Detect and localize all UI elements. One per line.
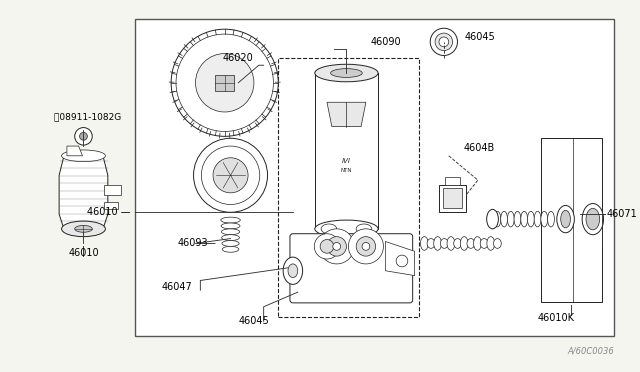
Circle shape (320, 240, 334, 253)
Ellipse shape (331, 69, 362, 77)
Bar (541, 138, 602, 302)
Circle shape (348, 229, 383, 264)
Polygon shape (67, 146, 83, 156)
Text: 46093: 46093 (177, 238, 208, 248)
Circle shape (327, 237, 346, 256)
Text: NTN: NTN (340, 168, 352, 173)
Ellipse shape (467, 238, 475, 248)
Ellipse shape (454, 238, 461, 248)
Circle shape (176, 34, 273, 131)
Ellipse shape (427, 238, 435, 248)
Circle shape (314, 234, 340, 259)
Bar (445, 177, 460, 185)
Ellipse shape (486, 209, 499, 229)
Ellipse shape (221, 217, 240, 223)
Ellipse shape (75, 225, 92, 232)
Circle shape (319, 229, 354, 264)
Ellipse shape (434, 237, 442, 250)
Bar (104, 185, 122, 195)
Ellipse shape (514, 211, 521, 227)
Ellipse shape (315, 64, 378, 82)
Ellipse shape (288, 264, 298, 278)
Circle shape (430, 28, 458, 55)
Ellipse shape (541, 211, 548, 227)
Bar (104, 202, 118, 209)
Ellipse shape (534, 211, 541, 227)
Text: 46045: 46045 (239, 316, 269, 326)
Bar (135, 19, 614, 336)
Bar (439, 185, 466, 212)
Ellipse shape (508, 211, 514, 227)
Ellipse shape (487, 237, 495, 250)
Circle shape (356, 237, 376, 256)
Ellipse shape (557, 205, 574, 233)
FancyBboxPatch shape (290, 234, 413, 303)
Ellipse shape (222, 241, 239, 246)
Text: 46047: 46047 (162, 282, 193, 292)
Text: A/60C0036: A/60C0036 (568, 346, 614, 356)
Ellipse shape (440, 238, 448, 248)
Ellipse shape (221, 223, 240, 229)
Ellipse shape (586, 208, 600, 230)
Ellipse shape (283, 257, 303, 284)
Bar (215, 75, 234, 90)
Circle shape (396, 255, 408, 267)
Text: 46020: 46020 (222, 54, 253, 63)
Ellipse shape (356, 224, 372, 234)
Ellipse shape (222, 246, 239, 252)
Polygon shape (385, 241, 415, 276)
Circle shape (439, 37, 449, 47)
Text: 46090: 46090 (370, 37, 401, 47)
Text: 46010 —: 46010 — (87, 207, 130, 217)
Circle shape (333, 243, 340, 250)
Ellipse shape (61, 150, 106, 162)
Ellipse shape (561, 210, 570, 228)
Ellipse shape (548, 211, 554, 227)
Circle shape (362, 243, 370, 250)
Ellipse shape (474, 237, 481, 250)
Ellipse shape (527, 211, 534, 227)
Bar (278, 58, 419, 317)
Bar (315, 73, 378, 229)
Ellipse shape (500, 211, 508, 227)
Ellipse shape (221, 229, 240, 235)
Ellipse shape (321, 224, 337, 234)
Polygon shape (327, 102, 366, 126)
Text: 46045: 46045 (464, 32, 495, 42)
Text: 46010K: 46010K (538, 314, 574, 324)
Text: 46010: 46010 (68, 248, 99, 258)
Ellipse shape (493, 238, 501, 248)
Ellipse shape (480, 238, 488, 248)
Ellipse shape (582, 203, 604, 235)
Circle shape (195, 54, 254, 112)
Ellipse shape (315, 220, 378, 238)
Text: IVI: IVI (342, 158, 351, 164)
Ellipse shape (447, 237, 455, 250)
Circle shape (193, 138, 268, 212)
Circle shape (79, 132, 88, 140)
Ellipse shape (521, 211, 527, 227)
Circle shape (213, 158, 248, 193)
Ellipse shape (494, 211, 501, 227)
Ellipse shape (420, 237, 428, 250)
Text: 4604B: 4604B (463, 143, 495, 153)
Ellipse shape (460, 237, 468, 250)
Polygon shape (59, 156, 108, 229)
Text: Ⓝ​08911-1082G: Ⓝ​08911-1082G (54, 112, 122, 121)
Circle shape (75, 128, 92, 145)
Text: 46071: 46071 (607, 209, 637, 219)
Circle shape (202, 146, 260, 205)
Ellipse shape (61, 221, 106, 237)
Ellipse shape (221, 235, 239, 241)
Circle shape (171, 29, 278, 136)
Circle shape (435, 33, 452, 51)
Bar (443, 188, 462, 208)
